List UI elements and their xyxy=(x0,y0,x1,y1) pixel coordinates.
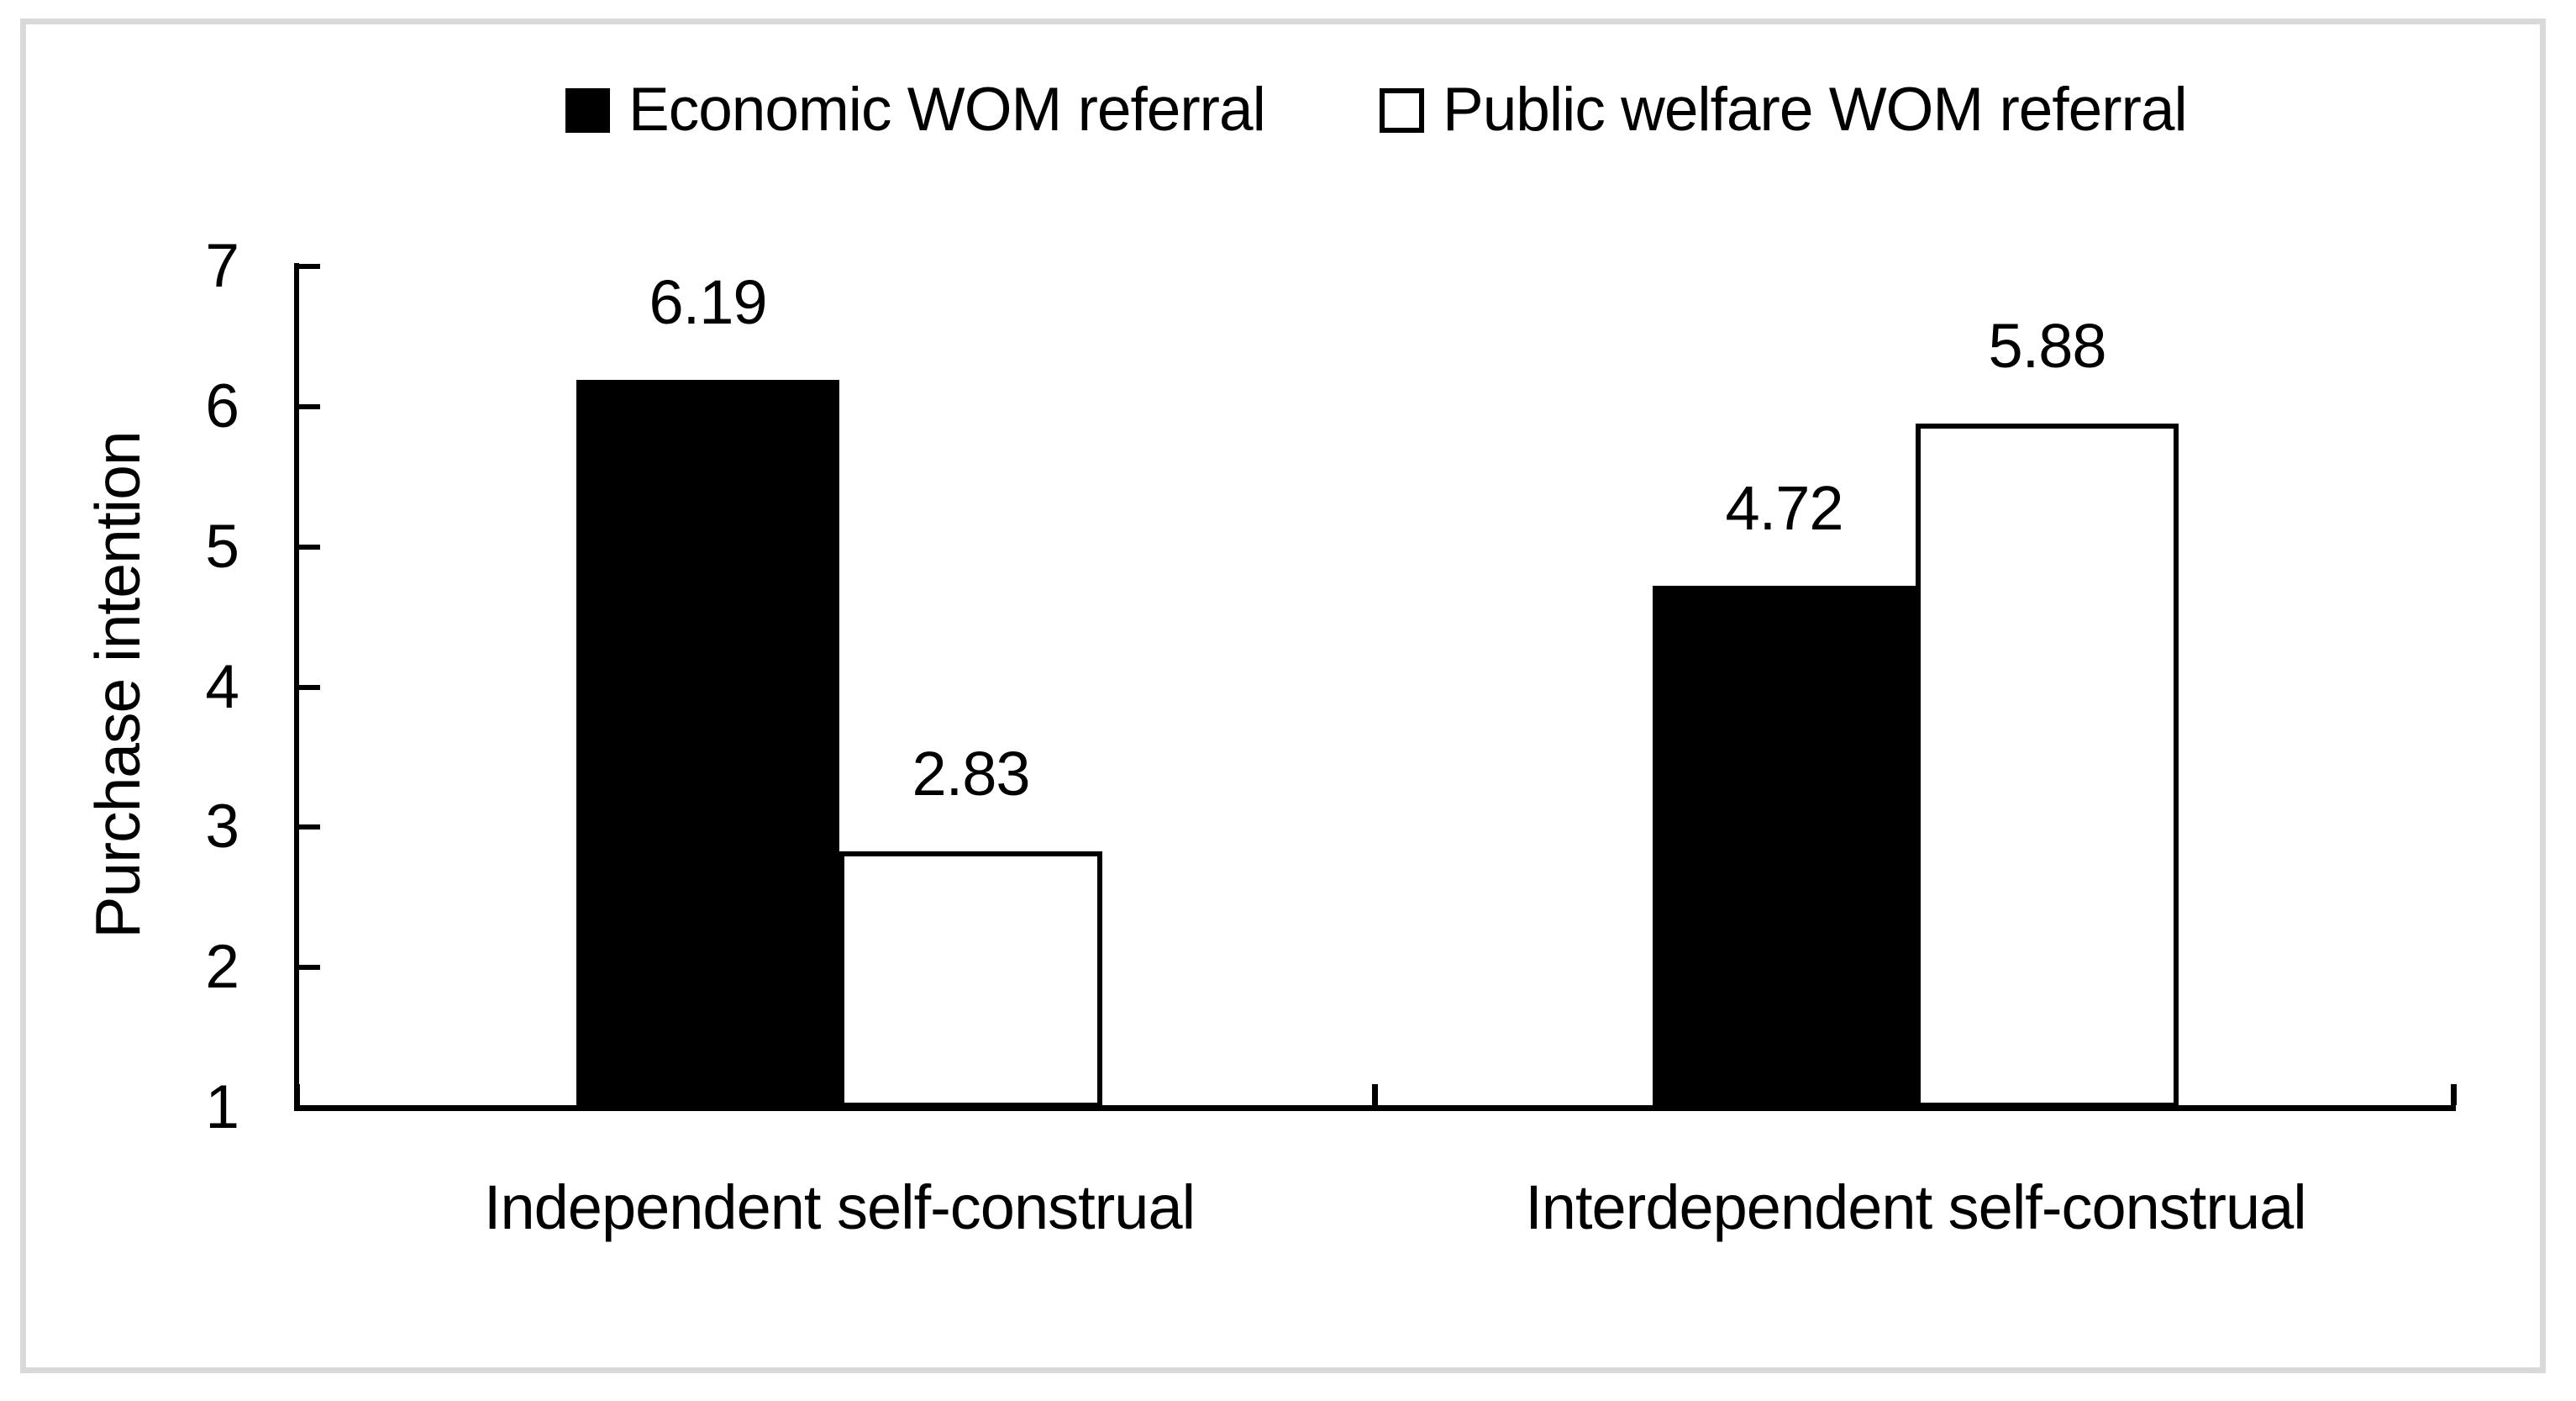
x-category-label-interdependent-self-construal: Interdependent self-construal xyxy=(1525,1172,2307,1242)
bar-value-label-public-welfare-wom-referral-0: 2.83 xyxy=(912,738,1030,808)
legend-label-economic: Economic WOM referral xyxy=(628,76,1266,144)
bar-economic-wom-referral-1 xyxy=(1653,586,1916,1108)
y-tick-mark-1 xyxy=(299,1105,320,1110)
bar-value-label-economic-wom-referral-0: 6.19 xyxy=(649,267,767,338)
y-tick-mark-5 xyxy=(299,544,320,550)
y-tick-label-1: 1 xyxy=(205,1073,239,1141)
legend-swatch-public-welfare xyxy=(1380,87,1424,133)
y-tick-label-4: 4 xyxy=(205,652,239,721)
y-tick-mark-7 xyxy=(299,264,320,269)
y-tick-label-6: 6 xyxy=(205,371,239,440)
bar-economic-wom-referral-0 xyxy=(576,380,839,1108)
legend-label-public-welfare: Public welfare WOM referral xyxy=(1443,76,2188,144)
y-tick-label-2: 2 xyxy=(205,933,239,1002)
x-axis-line xyxy=(294,1105,2456,1111)
legend-item-public-welfare: Public welfare WOM referral xyxy=(1380,76,2188,144)
y-tick-mark-6 xyxy=(299,403,320,409)
y-tick-label-3: 3 xyxy=(205,793,239,861)
y-tick-mark-4 xyxy=(299,684,320,690)
bar-value-label-economic-wom-referral-1: 4.72 xyxy=(1725,473,1843,544)
x-tick-mark-0 xyxy=(293,1084,300,1105)
x-tick-mark-1 xyxy=(1372,1084,1378,1105)
x-category-label-independent-self-construal: Independent self-construal xyxy=(483,1172,1196,1242)
bar-public-welfare-wom-referral-0 xyxy=(839,851,1102,1108)
y-tick-label-5: 5 xyxy=(205,512,239,581)
y-tick-mark-2 xyxy=(299,965,320,971)
y-axis-line xyxy=(294,263,299,1111)
y-tick-mark-3 xyxy=(299,824,320,830)
legend-swatch-economic xyxy=(565,87,610,133)
x-tick-mark-2 xyxy=(2450,1084,2457,1105)
y-tick-label-7: 7 xyxy=(205,232,239,300)
bar-value-label-public-welfare-wom-referral-1: 5.88 xyxy=(1988,310,2106,381)
legend-item-economic: Economic WOM referral xyxy=(565,76,1266,144)
bar-public-welfare-wom-referral-1 xyxy=(1916,423,2179,1108)
